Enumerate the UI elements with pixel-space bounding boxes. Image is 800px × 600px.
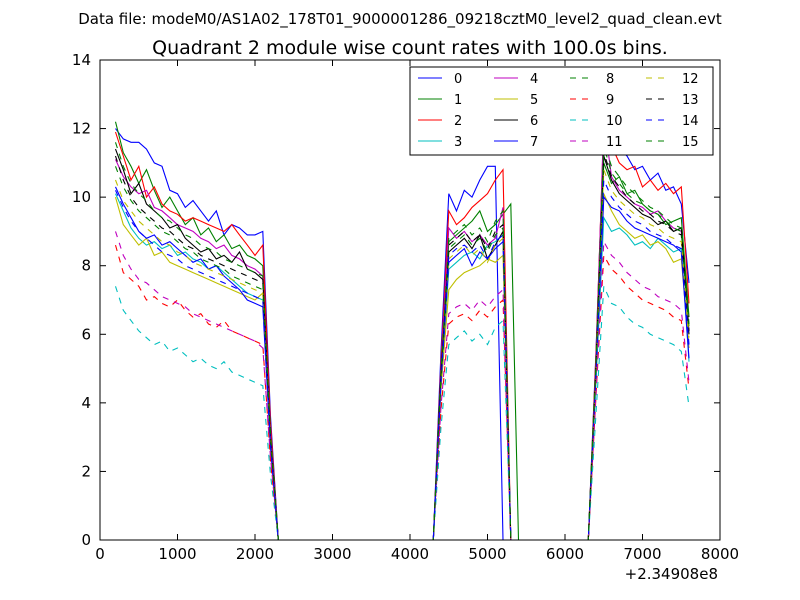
- legend-label-7: 7: [530, 135, 538, 150]
- y-tick-label: 8: [81, 257, 91, 275]
- x-tick-label: 1000: [158, 545, 196, 563]
- x-tick-label: 7000: [623, 545, 661, 563]
- x-tick-label: 2000: [236, 545, 274, 563]
- y-tick-label: 12: [72, 120, 91, 138]
- series-line-11: [114, 231, 690, 541]
- legend-label-1: 1: [454, 93, 462, 108]
- legend-label-6: 6: [530, 114, 538, 129]
- x-tick-label: 4000: [391, 545, 429, 563]
- series-line-13: [114, 152, 690, 541]
- chart-suptitle: Data file: modeM0/AS1A02_178T01_90000012…: [78, 10, 722, 29]
- y-tick-label: 2: [81, 462, 91, 480]
- legend-label-9: 9: [606, 93, 614, 108]
- x-tick-label: 3000: [313, 545, 351, 563]
- axis-ticks: 0 1000 2000 3000 4000 5000 6000 7000 80000246810…: [72, 51, 739, 563]
- x-tick-label: 8000: [701, 545, 739, 563]
- y-tick-label: 6: [81, 325, 91, 343]
- series-line-15: [114, 142, 690, 541]
- x-tick-label: 0: [95, 545, 105, 563]
- legend-label-5: 5: [530, 93, 538, 108]
- x-tick-label: 5000: [468, 545, 506, 563]
- x-tick-label: 6000: [546, 545, 584, 563]
- chart-title: Quadrant 2 module wise count rates with …: [152, 37, 668, 59]
- y-tick-label: 14: [72, 51, 91, 69]
- legend-label-14: 14: [682, 114, 699, 129]
- legend-label-4: 4: [530, 72, 538, 87]
- y-tick-label: 4: [81, 394, 91, 412]
- legend-label-10: 10: [606, 114, 623, 129]
- legend-label-12: 12: [682, 72, 699, 87]
- x-offset-label: +2.34908e8: [625, 565, 718, 583]
- legend-label-3: 3: [454, 135, 462, 150]
- legend-label-2: 2: [454, 114, 462, 129]
- y-tick-label: 0: [81, 531, 91, 549]
- legend-frame: [409, 66, 714, 156]
- legend-label-15: 15: [682, 135, 699, 150]
- legend-label-8: 8: [606, 72, 614, 87]
- legend-label-13: 13: [682, 93, 699, 108]
- y-tick-label: 10: [72, 188, 91, 206]
- legend-label-11: 11: [606, 135, 623, 150]
- legend-label-0: 0: [454, 72, 462, 87]
